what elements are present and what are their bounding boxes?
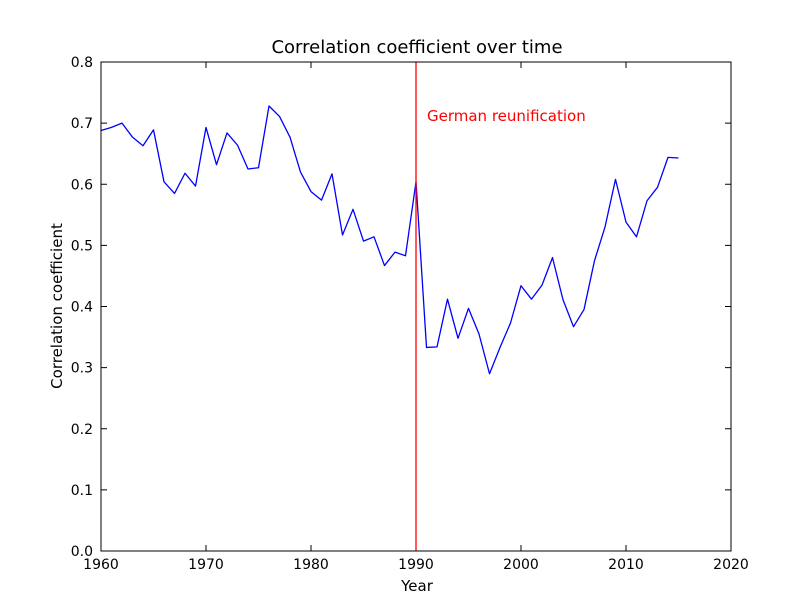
plot-frame: [100, 61, 732, 552]
x-tick-label: 2020: [713, 557, 749, 573]
y-axis-label: Correlation coefficient: [48, 223, 66, 389]
y-tick-label: 0.0: [71, 544, 93, 560]
chart-title: Correlation coefficient over time: [271, 37, 562, 58]
y-tick-label: 0.7: [71, 116, 93, 132]
x-tick-label: 1970: [188, 557, 224, 573]
y-tick-label: 0.1: [71, 483, 93, 499]
series-line: [100, 105, 679, 375]
y-tick-label: 0.8: [71, 55, 93, 71]
y-tick-label: 0.6: [71, 177, 93, 193]
x-tick-label: 1990: [398, 557, 434, 573]
plot-area: 1960 1970 1980 1990 2000 2010 2020 0.0 0.1 0.2 0.3…: [71, 55, 749, 573]
x-tick-label: 1980: [293, 557, 329, 573]
x-axis-label: Year: [400, 577, 434, 595]
x-tick-label: 2000: [503, 557, 539, 573]
reunification-label: German reunification: [427, 107, 586, 125]
x-tick-label: 2010: [608, 557, 644, 573]
x-tick-label: 1960: [83, 557, 119, 573]
y-tick-label: 0.3: [71, 361, 93, 377]
y-tick-label: 0.2: [71, 422, 93, 438]
y-tick-label: 0.4: [71, 300, 93, 316]
y-tick-label: 0.5: [71, 238, 93, 254]
